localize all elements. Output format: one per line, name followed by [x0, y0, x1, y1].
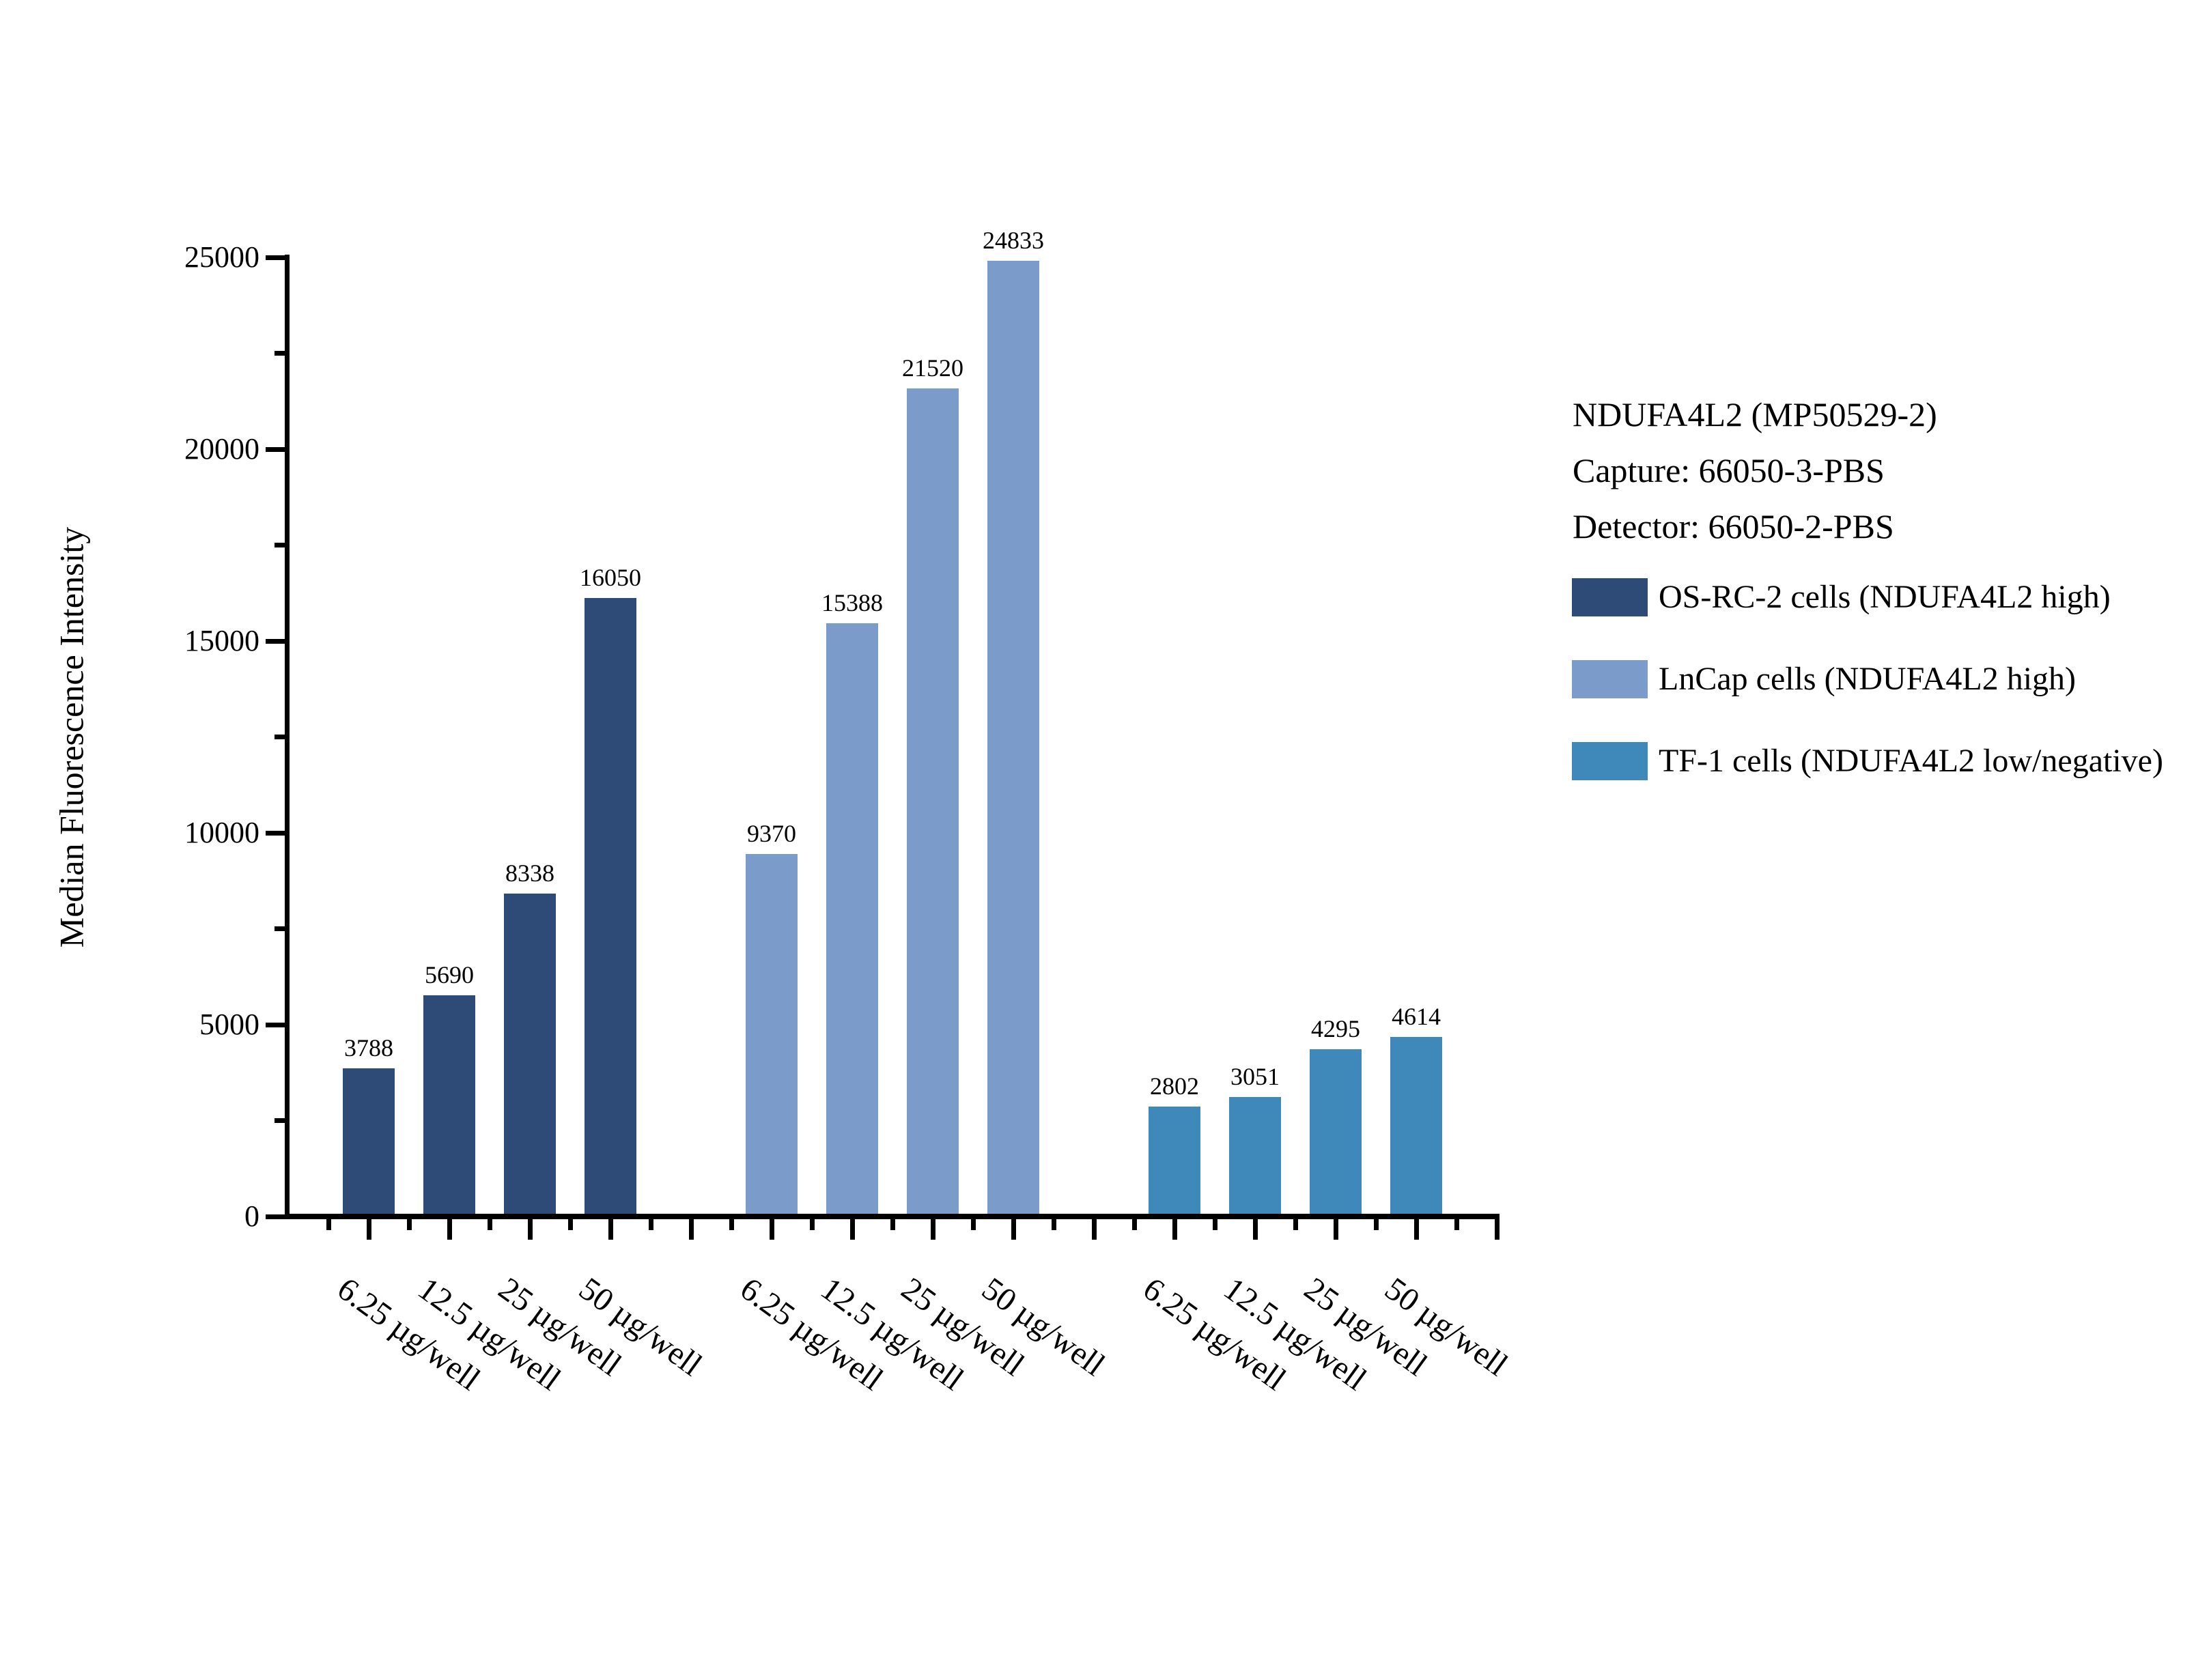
legend-label: TF-1 cells (NDUFA4L2 low/negative) — [1659, 743, 2163, 779]
x-tick-minor — [648, 1219, 653, 1230]
x-tick-major — [1333, 1219, 1338, 1240]
x-tick-major — [1011, 1219, 1016, 1240]
x-tick-minor — [567, 1219, 573, 1230]
y-tick-major — [266, 255, 285, 260]
y-tick-label: 10000 — [184, 816, 259, 849]
y-axis-line — [285, 255, 290, 1219]
y-tick-minor — [274, 1118, 285, 1123]
bar — [1229, 1096, 1281, 1214]
x-tick-major — [1494, 1219, 1500, 1240]
x-tick-minor — [890, 1219, 895, 1230]
bar-value-label: 4614 — [1392, 1002, 1441, 1030]
annotation-block: NDUFA4L2 (MP50529-2) Capture: 66050-3-PBS… — [1573, 386, 1937, 554]
y-tick-major — [266, 446, 285, 452]
x-tick-minor — [487, 1219, 492, 1230]
bar — [585, 597, 636, 1214]
legend-swatch — [1572, 742, 1648, 780]
bar — [343, 1068, 395, 1214]
bar — [746, 854, 798, 1214]
bar-value-label: 5690 — [425, 961, 474, 989]
bar — [1149, 1106, 1200, 1214]
x-tick-minor — [1373, 1219, 1379, 1230]
y-tick-major — [266, 1022, 285, 1027]
x-tick-major — [1172, 1219, 1177, 1240]
y-tick-major — [266, 830, 285, 836]
annotation-line: NDUFA4L2 (MP50529-2) — [1573, 395, 1937, 433]
x-tick-minor — [1212, 1219, 1217, 1230]
legend-row: LnCap cells (NDUFA4L2 high) — [1572, 660, 2076, 698]
y-tick-major — [266, 1214, 285, 1219]
legend-swatch — [1572, 578, 1648, 616]
bar — [907, 388, 959, 1214]
y-axis-title: Median Fluorescence Intensity — [52, 526, 91, 948]
x-tick-minor — [1454, 1219, 1459, 1230]
legend-label: OS-RC-2 cells (NDUFA4L2 high) — [1659, 579, 2111, 615]
x-tick-major — [447, 1219, 452, 1240]
x-tick-major — [849, 1219, 855, 1240]
x-tick-minor — [406, 1219, 412, 1230]
bar-value-label: 16050 — [580, 563, 641, 591]
y-tick-label: 15000 — [184, 624, 259, 657]
annotation-line: Detector: 66050-2-PBS — [1573, 507, 1894, 545]
y-tick-label: 0 — [244, 1199, 259, 1233]
x-tick-major — [930, 1219, 935, 1240]
x-tick-minor — [1293, 1219, 1298, 1230]
legend-row: TF-1 cells (NDUFA4L2 low/negative) — [1572, 742, 2163, 780]
bar-value-label: 24833 — [983, 227, 1044, 255]
x-tick-minor — [326, 1219, 331, 1230]
x-tick-minor — [1051, 1219, 1056, 1230]
bar-value-label: 3788 — [344, 1034, 393, 1062]
x-axis-line — [285, 1214, 1500, 1219]
y-tick-minor — [274, 926, 285, 931]
x-tick-minor — [729, 1219, 734, 1230]
bar — [423, 995, 475, 1214]
legend-label: LnCap cells (NDUFA4L2 high) — [1659, 661, 2077, 697]
y-tick-label: 5000 — [199, 1008, 259, 1041]
x-tick-major — [527, 1219, 533, 1240]
x-tick-major — [769, 1219, 774, 1240]
bar — [504, 894, 556, 1214]
bar-value-label: 15388 — [821, 589, 883, 617]
x-tick-minor — [1131, 1219, 1137, 1230]
legend-row: OS-RC-2 cells (NDUFA4L2 high) — [1572, 578, 2111, 616]
x-tick-minor — [970, 1219, 976, 1230]
bar — [1310, 1049, 1362, 1214]
y-tick-label: 25000 — [184, 240, 259, 274]
y-tick-minor — [274, 543, 285, 547]
x-tick-major — [608, 1219, 613, 1240]
x-tick-major — [1413, 1219, 1419, 1240]
bar-value-label: 8338 — [505, 859, 554, 887]
bar — [826, 623, 878, 1214]
legend-swatch — [1572, 660, 1648, 698]
x-tick-minor — [809, 1219, 815, 1230]
x-tick-major — [1091, 1219, 1097, 1240]
y-tick-minor — [274, 351, 285, 356]
x-tick-major — [1252, 1219, 1258, 1240]
y-tick-label: 20000 — [184, 432, 259, 466]
annotation-line: Capture: 66050-3-PBS — [1573, 451, 1885, 489]
bar-value-label: 9370 — [747, 820, 796, 848]
bar — [1390, 1036, 1442, 1214]
bar-value-label: 2802 — [1150, 1072, 1199, 1100]
x-tick-major — [366, 1219, 371, 1240]
bar-value-label: 4295 — [1311, 1014, 1360, 1042]
bar — [987, 261, 1039, 1214]
bar-value-label: 3051 — [1230, 1062, 1280, 1090]
y-tick-minor — [274, 735, 285, 739]
x-tick-major — [688, 1219, 694, 1240]
bar-value-label: 21520 — [902, 354, 963, 382]
y-tick-major — [266, 638, 285, 644]
